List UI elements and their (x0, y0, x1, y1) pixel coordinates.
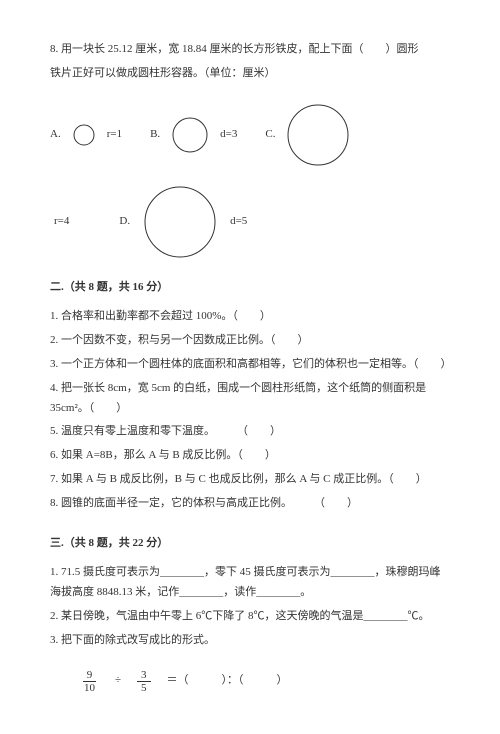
s2-item-3: 3. 一个正方体和一个圆柱体的底面积和高都相等，它们的体积也一定相等。（ ） (50, 355, 450, 375)
section2-heading: 二.（共 8 题，共 16 分） (50, 278, 450, 298)
fraction-expression: 9 10 ÷ 3 5 ＝（ ）：（ ） (80, 669, 450, 694)
s3-item-3: 3. 把下面的除式改写成比的形式。 (50, 631, 450, 651)
circle-icon (172, 117, 208, 153)
s3-item-2: 2. 某日傍晚，气温由中午零上 6℃下降了 8℃，这天傍晚的气温是_______… (50, 607, 450, 627)
fraction-2: 3 5 (137, 669, 151, 694)
equals-blank: ＝（ ）：（ ） (167, 671, 288, 691)
s2-item-7: 7. 如果 A 与 B 成反比例，B 与 C 也成反比例，那么 A 与 C 成正… (50, 470, 450, 490)
s2-item-5: 5. 温度只有零上温度和零下温度。 （ ） (50, 422, 450, 442)
s2-item-2: 2. 一个因数不变，积与另一个因数成正比例。（ ） (50, 331, 450, 351)
option-b-label: B. (150, 125, 160, 145)
fraction-2-num: 3 (137, 669, 151, 682)
q8-line1: 8. 用一块长 25.12 厘米，宽 18.84 厘米的长方形铁皮，配上下面（ … (50, 40, 450, 60)
s2-item-8: 8. 圆锥的底面半径一定，它的体积与高成正比例。 （ ） (50, 494, 450, 514)
option-d-label: D. (119, 212, 130, 232)
option-c-label: C. (265, 125, 275, 145)
circle-icon (287, 104, 349, 166)
s2-item-1: 1. 合格率和出勤率都不会超过 100%。（ ） (50, 307, 450, 327)
option-a-label: A. (50, 125, 61, 145)
option-d-text: d=5 (230, 212, 247, 232)
fraction-1-num: 9 (83, 669, 97, 682)
circle-icon (144, 186, 216, 258)
section3-heading: 三.（共 8 题，共 22 分） (50, 534, 450, 554)
option-b-text: d=3 (220, 125, 237, 145)
q8-options-row1: A. r=1 B. d=3 C. (50, 104, 450, 166)
fraction-1: 9 10 (80, 669, 99, 694)
q8-options-row2: r=4 D. d=5 (50, 186, 450, 258)
divide-op: ÷ (115, 671, 121, 691)
s2-item-4: 4. 把一张长 8cm，宽 5cm 的白纸，围成一个圆柱形纸筒，这个纸筒的侧面积… (50, 379, 450, 419)
fraction-2-den: 5 (137, 682, 151, 694)
q8-line2: 铁片正好可以做成圆柱形容器。（单位：厘米） (50, 64, 450, 84)
option-r4-text: r=4 (54, 212, 69, 232)
circle-icon (73, 124, 95, 146)
fraction-1-den: 10 (80, 682, 99, 694)
s2-item-6: 6. 如果 A=8B，那么 A 与 B 成反比例。（ ） (50, 446, 450, 466)
s3-item-1: 1. 71.5 摄氏度可表示为________，零下 45 摄氏度可表示为___… (50, 563, 450, 603)
option-a-text: r=1 (107, 125, 122, 145)
